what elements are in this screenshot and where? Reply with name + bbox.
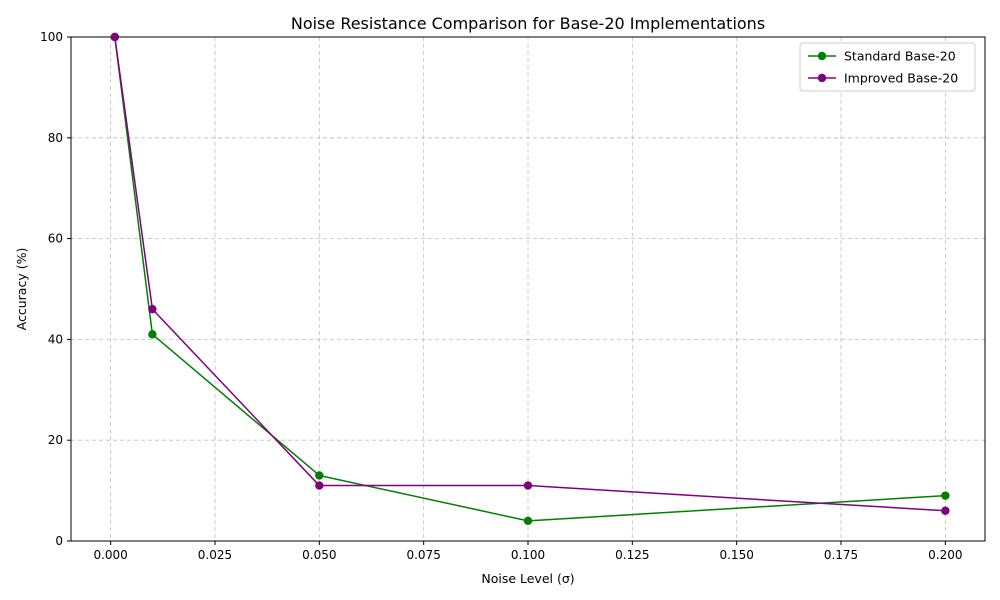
x-tick-label: 0.050 <box>302 548 336 562</box>
data-point-improved-base-20 <box>148 304 157 314</box>
data-point-improved-base-20 <box>523 481 533 490</box>
y-axis-label: Accuracy (%) <box>14 248 29 331</box>
x-tick-label: 0.075 <box>406 548 440 562</box>
x-tick-label: 0.200 <box>928 548 962 562</box>
axes: 0.000 0.025 0.050 0.075 0.100 0.125 0.150 0.175… <box>40 30 986 562</box>
data-point-improved-base-20 <box>315 481 324 490</box>
data-point-standard-base-20 <box>315 471 324 480</box>
x-tick-label: 0.175 <box>824 548 858 562</box>
x-tick-label: 0.150 <box>719 548 753 562</box>
y-tick-label: 20 <box>48 433 63 447</box>
legend-label-standard-base-20: Standard Base-20 <box>844 49 956 64</box>
legend-swatch-marker-improved-base-20 <box>817 73 827 83</box>
x-axis-label: Noise Level (σ) <box>481 571 574 586</box>
legend-swatch-marker-standard-base-20 <box>817 51 827 61</box>
y-tick-label: 40 <box>48 332 63 346</box>
data-point-standard-base-20 <box>523 516 533 526</box>
series-line-standard-base-20 <box>114 36 946 522</box>
chart-title: Noise Resistance Comparison for Base-20 … <box>291 14 765 33</box>
y-tick-label: 60 <box>48 232 63 246</box>
legend: Standard Base-20 Improved Base-20 <box>799 42 976 92</box>
series-layer <box>110 32 950 526</box>
y-tick-label: 80 <box>48 131 63 145</box>
data-point-standard-base-20 <box>941 491 950 500</box>
y-tick-label: 0 <box>55 534 63 548</box>
data-point-improved-base-20 <box>941 506 950 515</box>
grid <box>71 36 985 542</box>
data-point-standard-base-20 <box>148 330 157 339</box>
legend-box <box>799 42 976 92</box>
series-line-improved-base-20 <box>114 36 946 512</box>
legend-label-improved-base-20: Improved Base-20 <box>844 71 958 86</box>
x-tick-label: 0.000 <box>93 548 127 562</box>
series-improved-base-20 <box>110 32 950 515</box>
data-point-improved-base-20 <box>110 32 120 42</box>
series-standard-base-20 <box>110 32 950 526</box>
x-tick-label: 0.125 <box>615 548 649 562</box>
x-tick-label: 0.100 <box>511 548 545 562</box>
x-tick-label: 0.025 <box>198 548 232 562</box>
y-tick-label: 100 <box>40 30 63 44</box>
